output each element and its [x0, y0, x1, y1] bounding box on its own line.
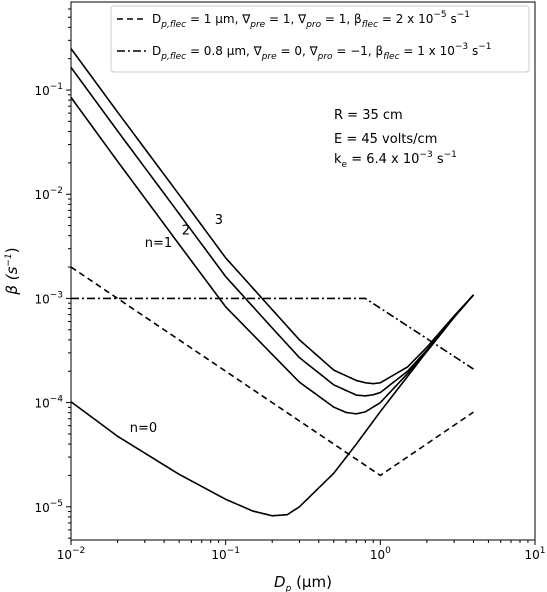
- legend-entries: Dp,flec = 1 μm, ∇pre = 1, ∇pro = 1, βfle…: [117, 10, 492, 62]
- curve-label: n=1: [145, 236, 172, 251]
- legend-label: Dp,flec = 0.8 μm, ∇pre = 0, ∇pro = −1, β…: [152, 42, 492, 62]
- series-line-3: [71, 48, 475, 385]
- curve-label: n=0: [130, 421, 157, 436]
- series-line-2: [71, 66, 475, 397]
- x-tick-label: 100: [370, 546, 391, 562]
- y-tick-label: 10−3: [34, 290, 63, 306]
- annotation-field: E = 45 volts/cm: [334, 132, 437, 147]
- annotation-ke: ke = 6.4 x 10−3 s−1: [334, 150, 457, 170]
- curve-labels: n=0 n=1 2 3: [130, 213, 223, 436]
- curve-label: 3: [215, 213, 223, 228]
- series-line-5: [71, 297, 474, 370]
- annotation-radius: R = 35 cm: [334, 108, 403, 123]
- legend: Dp,flec = 1 μm, ∇pre = 1, ∇pro = 1, βfle…: [110, 5, 530, 73]
- legend-label: Dp,flec = 1 μm, ∇pre = 1, ∇pro = 1, βfle…: [152, 10, 470, 30]
- legend-box: [110, 5, 530, 73]
- curve-label: 2: [182, 224, 190, 239]
- y-tick-label: 10−5: [34, 499, 63, 515]
- series-line-1: [71, 96, 475, 415]
- plot-area: [70, 1, 536, 541]
- series-line-4: [71, 266, 474, 477]
- x-tick-label: 10−1: [211, 546, 240, 562]
- y-tick-label: 10−1: [34, 82, 63, 98]
- x-tick-label: 101: [524, 546, 545, 562]
- y-tick-label: 10−2: [34, 186, 63, 202]
- y-axis-label: β (s−1): [3, 247, 21, 295]
- x-axis-label: Dp (μm): [274, 573, 332, 592]
- tick-marks: 10−2 10−1 100 101 10−5 10−4 10−3 10−2 10−1: [34, 8, 546, 562]
- series-layer: [71, 48, 475, 517]
- y-tick-label: 10−4: [34, 395, 63, 411]
- x-tick-label: 10−2: [57, 546, 86, 562]
